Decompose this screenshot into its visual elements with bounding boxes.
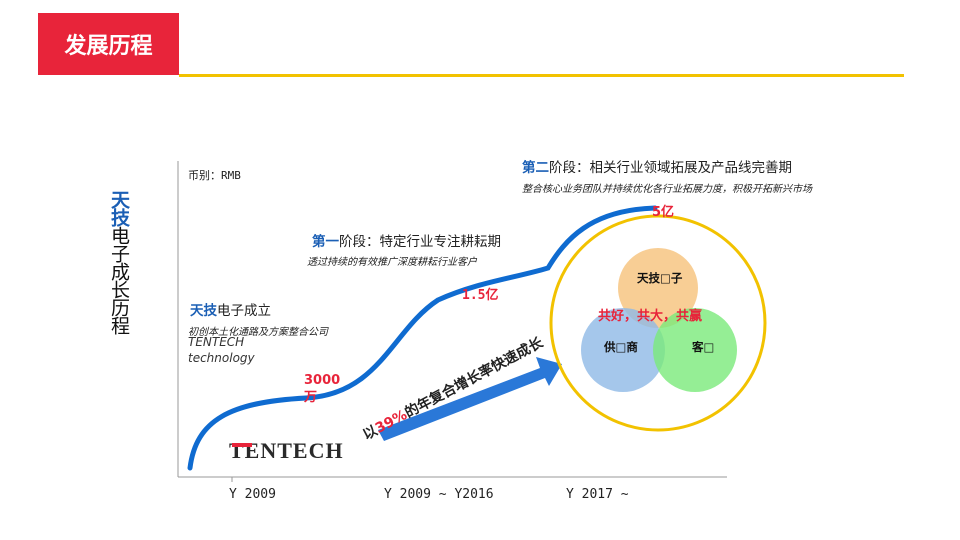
venn-outer-ring bbox=[549, 214, 767, 432]
axis-label-2017: Y 2017 ~ bbox=[566, 487, 629, 502]
stage2-value: 5亿 bbox=[652, 205, 675, 220]
logo-accent bbox=[232, 443, 252, 447]
currency-label: 币别：RMB bbox=[188, 169, 241, 182]
venn-label-right: 客□ bbox=[692, 340, 715, 354]
stage2-description: 整合核心业务团队并持续优化各行业拓展力度，积极开拓新兴市场 bbox=[522, 184, 812, 195]
founding-value: 3000 万 bbox=[304, 373, 341, 405]
founding-name-2: technology bbox=[188, 351, 255, 365]
axis-label-2009-2016: Y 2009 ~ Y2016 bbox=[384, 487, 494, 502]
founding-description: 初创本土化通路及方案整合公司 bbox=[188, 327, 328, 338]
venn-circle-left bbox=[581, 308, 665, 392]
venn-slogan: 共好，共大，共赢 bbox=[598, 309, 703, 324]
growth-arrow bbox=[378, 357, 562, 441]
venn-label-left: 供□商 bbox=[604, 340, 638, 354]
page-title: 发展历程 bbox=[64, 34, 153, 59]
stage1-description: 透过持续的有效推广深度耕耘行业客户 bbox=[307, 257, 477, 268]
growth-curve bbox=[187, 205, 658, 471]
side-title: 天技电子成长历程 bbox=[101, 190, 130, 334]
venn-circle-top bbox=[618, 248, 698, 328]
stage1-title: 第一阶段：特定行业专注耕耘期 bbox=[312, 234, 501, 250]
tentech-logo: TENTECH bbox=[229, 438, 344, 463]
venn-circle-right bbox=[653, 308, 737, 392]
stage2-title: 第二阶段：相关行业领域拓展及产品线完善期 bbox=[522, 160, 792, 176]
venn-label-top: 天技□子 bbox=[637, 271, 683, 285]
axis-label-2009: Y 2009 bbox=[229, 487, 276, 502]
stage1-value: 1.5亿 bbox=[462, 288, 499, 303]
side-title-highlight: 天技 bbox=[108, 190, 130, 226]
side-title-rest: 电子成长历程 bbox=[108, 226, 130, 334]
title-underline bbox=[179, 74, 904, 77]
founding-name-1: TENTECH bbox=[188, 335, 245, 349]
founding-title: 天技电子成立 bbox=[190, 303, 271, 319]
title-background bbox=[38, 13, 179, 75]
